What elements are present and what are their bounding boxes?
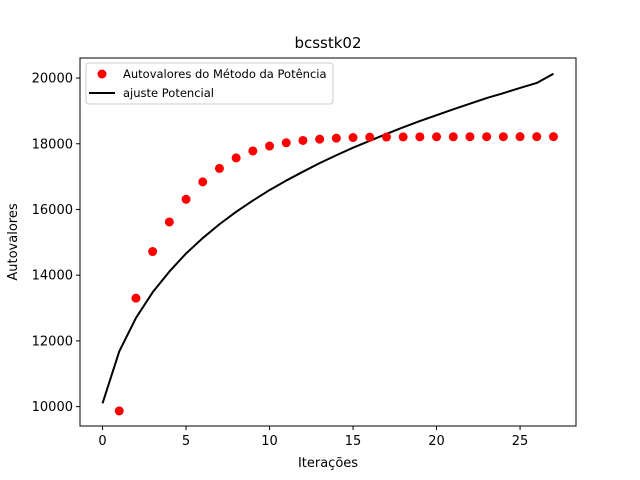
data-point — [131, 293, 141, 303]
data-point — [148, 247, 158, 257]
data-point — [281, 138, 291, 148]
data-point — [415, 132, 425, 142]
y-tick-label: 18000 — [32, 137, 73, 152]
y-tick-label: 10000 — [32, 400, 73, 415]
data-point — [248, 146, 258, 156]
data-point — [515, 132, 525, 142]
data-point — [365, 132, 375, 142]
data-point — [465, 132, 475, 142]
legend-label-line: ajuste Potencial — [123, 86, 214, 100]
chart-title: bcsstk02 — [294, 34, 361, 52]
data-point — [114, 406, 124, 416]
fit-line — [101, 72, 554, 404]
data-point — [482, 132, 492, 142]
x-tick-label: 25 — [512, 434, 529, 449]
x-tick-label: 10 — [261, 434, 278, 449]
data-point — [181, 194, 191, 204]
data-point — [298, 135, 308, 145]
x-axis-label: Iterações — [298, 456, 358, 471]
x-tick-label: 0 — [98, 434, 106, 449]
legend: Autovalores do Método da Potência ajuste… — [85, 62, 334, 105]
legend-box — [85, 62, 334, 105]
y-tick-label: 16000 — [32, 203, 73, 218]
legend-label-scatter: Autovalores do Método da Potência — [123, 67, 327, 81]
x-tick-label: 15 — [345, 434, 362, 449]
data-point — [498, 132, 508, 142]
x-tick-label: 20 — [428, 434, 445, 449]
data-point — [331, 133, 341, 143]
x-axis: 0 5 10 15 20 25 — [98, 426, 528, 449]
data-point — [548, 132, 558, 142]
y-axis-label: Autovalores — [6, 203, 21, 280]
data-point — [315, 134, 325, 144]
data-point — [164, 217, 174, 227]
data-point — [432, 132, 442, 142]
data-point — [198, 177, 208, 187]
data-point — [231, 153, 241, 163]
data-point — [348, 133, 358, 143]
legend-marker-scatter — [97, 69, 107, 79]
x-tick-label: 5 — [182, 434, 190, 449]
y-tick-label: 14000 — [32, 269, 73, 284]
data-point — [398, 132, 408, 142]
data-point — [448, 132, 458, 142]
data-point — [265, 141, 275, 151]
data-point — [381, 132, 391, 142]
y-tick-label: 20000 — [32, 72, 73, 87]
y-axis: 10000 12000 14000 16000 18000 20000 — [32, 72, 80, 415]
plot-area — [101, 72, 558, 416]
axes-frame — [79, 57, 577, 427]
data-point — [532, 132, 542, 142]
y-tick-label: 12000 — [32, 334, 73, 349]
data-point — [214, 163, 224, 173]
